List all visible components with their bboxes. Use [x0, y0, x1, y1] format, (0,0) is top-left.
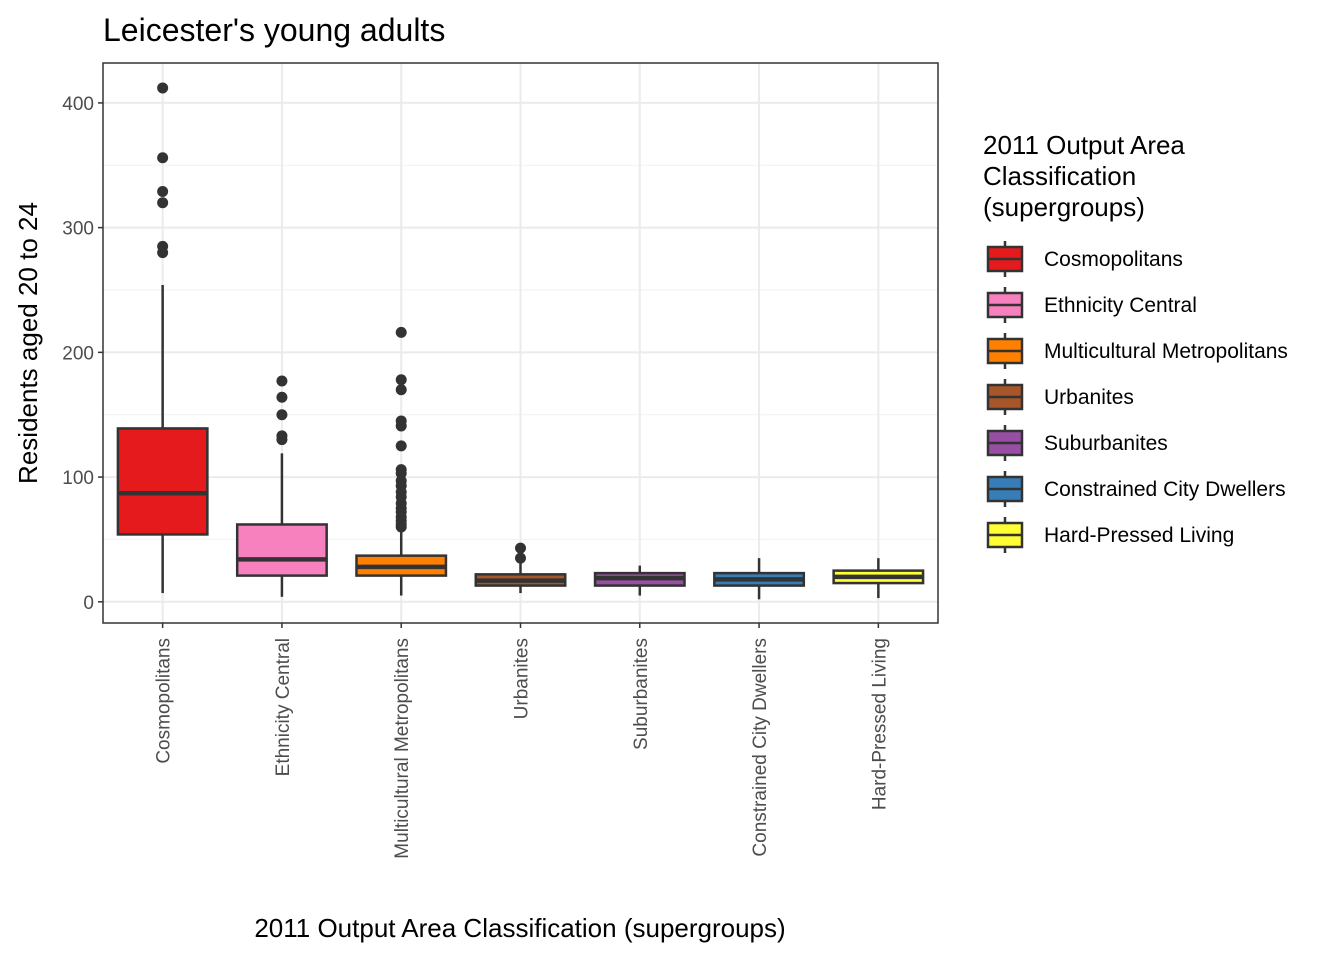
x-tick-label: Hard-Pressed Living: [869, 638, 890, 810]
box: [235, 523, 328, 577]
legend: 2011 Output AreaClassification(supergrou…: [983, 130, 1288, 553]
y-axis-title: Residents aged 20 to 24: [13, 202, 43, 484]
legend-label: Urbanites: [1044, 386, 1134, 409]
x-tick-label: Suburbanites: [631, 638, 652, 750]
legend-label: Constrained City Dwellers: [1044, 478, 1286, 501]
legend-label: Cosmopolitans: [1044, 248, 1183, 271]
x-tick-label: Cosmopolitans: [154, 638, 175, 764]
legend-label: Hard-Pressed Living: [1044, 524, 1234, 547]
outlier-point: [395, 384, 407, 396]
outlier-point: [157, 185, 169, 197]
boxplots: [116, 82, 925, 600]
y-tick-label: 200: [62, 343, 94, 364]
legend-item: Suburbanites: [986, 425, 1168, 461]
outlier-point: [157, 152, 169, 164]
outlier-point: [395, 440, 407, 452]
legend-item: Cosmopolitans: [986, 241, 1183, 277]
outlier-point: [395, 420, 407, 432]
outlier-point: [515, 542, 526, 554]
x-tick-label: Constrained City Dwellers: [750, 638, 771, 857]
outlier-point: [395, 374, 407, 386]
legend-item: Ethnicity Central: [986, 287, 1197, 323]
outlier-point: [276, 391, 288, 403]
legend-item: Urbanites: [986, 379, 1134, 415]
outlier-point: [515, 552, 526, 564]
box: [116, 427, 209, 536]
boxplot-cosmopolitans: [116, 82, 209, 594]
outlier-point: [157, 247, 169, 259]
x-tick-label: Ethnicity Central: [273, 638, 294, 776]
legend-label: Multicultural Metropolitans: [1044, 340, 1288, 363]
boxplot-urbanites: [474, 542, 567, 594]
x-tick-label: Multicultural Metropolitans: [392, 638, 413, 859]
y-axis: 0 100 200 300 400: [62, 94, 103, 614]
boxplot-constrained-city-dwellers: [713, 558, 806, 600]
y-tick-label: 100: [62, 468, 94, 489]
boxplot-multicultural-metropolitans: [355, 326, 448, 596]
chart-title: Leicester's young adults: [103, 12, 445, 48]
outlier-point: [276, 434, 288, 446]
legend-label: Suburbanites: [1044, 432, 1168, 455]
plot-panel: [103, 63, 938, 623]
boxplot-hard-pressed-living: [832, 558, 925, 599]
outlier-point: [395, 521, 407, 533]
legend-title: 2011 Output Area: [983, 130, 1185, 160]
boxplot-suburbanites: [593, 565, 686, 596]
y-tick-label: 400: [62, 94, 94, 115]
legend-item: Multicultural Metropolitans: [986, 333, 1288, 369]
outlier-point: [395, 326, 407, 338]
y-tick-label: 300: [62, 219, 94, 240]
legend-item: Constrained City Dwellers: [986, 471, 1286, 507]
boxplot-ethnicity-central: [235, 375, 328, 597]
outlier-point: [157, 197, 169, 209]
x-tick-label: Urbanites: [512, 638, 533, 719]
y-tick-label: 0: [83, 593, 94, 614]
outlier-point: [276, 409, 288, 421]
x-axis: Cosmopolitans Ethnicity Central Multicultu…: [154, 623, 890, 859]
outlier-point: [157, 82, 169, 94]
x-axis-title: 2011 Output Area Classification (supergr…: [254, 913, 785, 943]
panel-border: [102, 62, 939, 624]
legend-title: Classification: [983, 161, 1136, 191]
outlier-point: [276, 375, 288, 387]
legend-item: Hard-Pressed Living: [986, 517, 1234, 553]
legend-title: (supergroups): [983, 192, 1145, 222]
legend-label: Ethnicity Central: [1044, 294, 1197, 317]
